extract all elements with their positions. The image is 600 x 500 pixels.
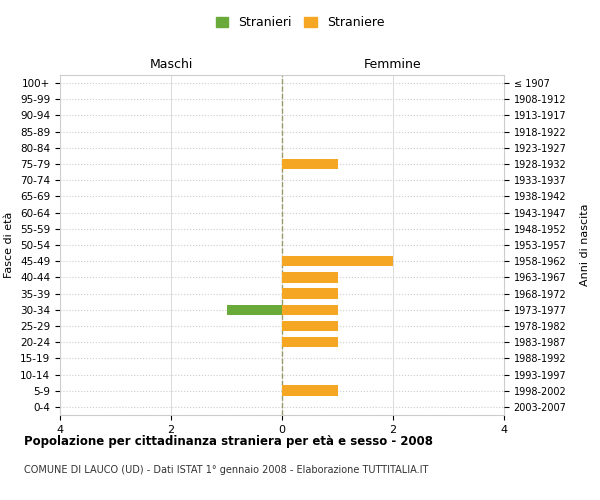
Bar [282, 304, 337, 315]
Y-axis label: Fasce di età: Fasce di età [4, 212, 14, 278]
Text: Femmine: Femmine [364, 58, 422, 71]
Y-axis label: Anni di nascita: Anni di nascita [580, 204, 590, 286]
Bar [227, 304, 282, 315]
Bar [282, 386, 337, 396]
Text: COMUNE DI LAUCO (UD) - Dati ISTAT 1° gennaio 2008 - Elaborazione TUTTITALIA.IT: COMUNE DI LAUCO (UD) - Dati ISTAT 1° gen… [24, 465, 428, 475]
Bar [282, 337, 337, 347]
Legend: Stranieri, Straniere: Stranieri, Straniere [211, 11, 389, 34]
Bar [282, 159, 337, 170]
Text: Popolazione per cittadinanza straniera per età e sesso - 2008: Popolazione per cittadinanza straniera p… [24, 435, 433, 448]
Bar [282, 256, 393, 266]
Bar [282, 320, 337, 331]
Text: Maschi: Maschi [149, 58, 193, 71]
Bar [282, 288, 337, 299]
Bar [282, 272, 337, 282]
